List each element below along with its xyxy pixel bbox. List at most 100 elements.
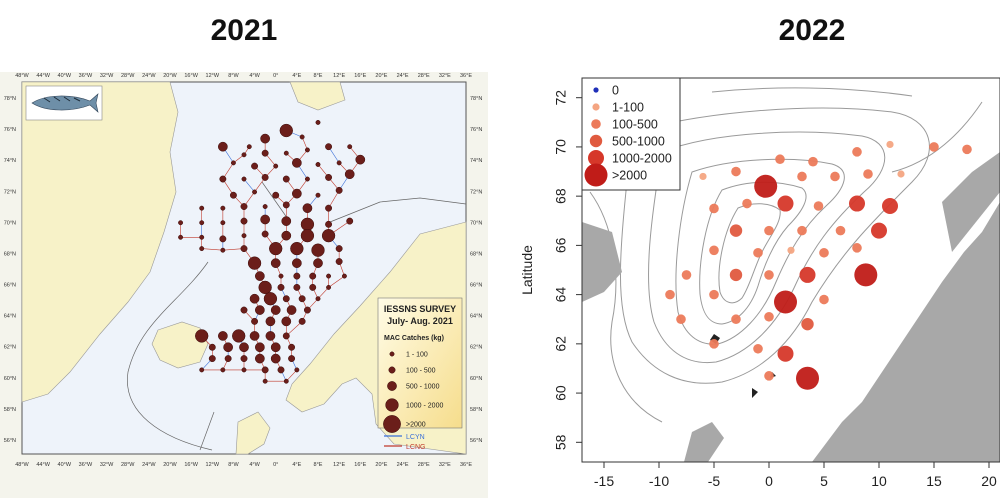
x-tick-label: 12°W: [206, 73, 220, 79]
catch-point: [742, 198, 752, 209]
map-2022-points: [665, 140, 972, 390]
catch-point: [819, 247, 829, 258]
legend-label: >2000: [612, 169, 647, 183]
uk-land: [235, 411, 271, 455]
eez-line-iceland: [127, 261, 213, 451]
transect-line: [243, 178, 255, 193]
y-tick-label: 58°N: [470, 407, 482, 413]
catch-point: [240, 203, 248, 210]
catch-point: [709, 339, 719, 349]
catch-point: [897, 170, 905, 178]
catch-point: [277, 283, 285, 291]
x-tick-label: 4°E: [292, 462, 301, 468]
x-tick-label: 8°E: [314, 462, 323, 468]
catch-point: [261, 149, 269, 157]
catch-point: [278, 273, 284, 279]
catch-point: [709, 289, 719, 300]
catch-point: [261, 230, 269, 238]
y-tick-label: 66°N: [470, 283, 482, 289]
y-tick-label: 76°N: [470, 127, 482, 133]
catch-point: [288, 343, 296, 351]
scotland-land: [684, 422, 724, 462]
y-tick-label: 72°N: [4, 189, 16, 195]
catch-point: [241, 152, 247, 158]
y-tick-label: 64°N: [4, 314, 16, 320]
catch-point: [355, 154, 366, 165]
catch-point: [729, 268, 743, 282]
catch-point: [777, 345, 794, 362]
x-tick-label: 36°W: [79, 462, 93, 468]
map-2022-axes: -15 -10 -5 0 5 10 15 20 58 60 62 64 66 68 70 72: [553, 90, 997, 489]
catch-point: [282, 295, 290, 303]
catch-point: [265, 316, 276, 327]
transect-line: [222, 248, 245, 251]
catch-point: [223, 342, 233, 353]
x-tick-label: 48°W: [15, 73, 29, 79]
x-tick-label: 20°W: [163, 462, 177, 468]
catch-point: [249, 293, 260, 304]
catch-point: [302, 203, 313, 214]
x-tick-label: 16°E: [354, 73, 366, 79]
catch-point: [665, 289, 675, 300]
catch-point: [849, 195, 865, 212]
catch-point: [731, 314, 741, 325]
catch-point: [199, 246, 205, 252]
x-tick-label: 28°W: [121, 462, 135, 468]
catch-point: [321, 229, 336, 243]
catch-point: [241, 233, 247, 239]
x-tick-label: 12°W: [206, 462, 220, 468]
catch-point: [273, 163, 279, 169]
map-2021-chart: 48°W 48°W 44°W 44°W 40°W 40°W 36°W 36°W 32°W 32°W…: [0, 72, 488, 498]
catch-point: [199, 220, 205, 226]
legend-marker: [591, 119, 601, 129]
catch-point: [220, 220, 226, 226]
y-tick-label: 76°N: [4, 127, 16, 133]
catch-point: [681, 270, 692, 280]
catch-point: [208, 355, 216, 363]
y-tick-label: 74°N: [4, 158, 16, 164]
legend-marker: [389, 351, 395, 357]
y-tick-label: 56°N: [470, 438, 482, 444]
x-tick-label: 8°W: [228, 462, 239, 468]
catch-point: [309, 283, 317, 291]
catch-point: [286, 305, 297, 315]
catch-point: [304, 147, 310, 153]
catch-point: [796, 366, 819, 390]
catch-point: [347, 144, 353, 150]
catch-point: [290, 241, 304, 256]
x-tick-label: 48°W: [15, 462, 29, 468]
catch-point: [261, 173, 269, 181]
y-tick-label: 58: [553, 434, 569, 450]
x-tick-label: 40°W: [58, 73, 72, 79]
y-tick-label: 70°N: [470, 220, 482, 226]
catch-point: [270, 305, 281, 315]
catch-point: [304, 176, 310, 182]
y-tick-label: 62°N: [470, 345, 482, 351]
legend-label: 0: [612, 84, 619, 98]
legend-marker: [593, 87, 599, 93]
catch-point: [852, 243, 862, 253]
catch-point: [255, 305, 265, 315]
catch-point: [775, 154, 785, 165]
y-tick-label: 72: [553, 90, 569, 106]
catch-point: [292, 258, 302, 268]
catch-point: [178, 234, 184, 240]
catch-point: [255, 342, 265, 353]
y-tick-label: 62: [553, 336, 569, 352]
catch-point: [251, 162, 259, 170]
catch-point: [754, 174, 778, 198]
map-2022-panel: 0 1-100 100-500 500-1000 1000-2000 >2000 -15-…: [512, 72, 1000, 498]
x-tick-label: 36°E: [460, 73, 472, 79]
x-tick-label: 24°E: [397, 73, 409, 79]
catch-point: [261, 366, 269, 374]
y-tick-label: 68°N: [4, 251, 16, 257]
y-tick-label: 70: [553, 139, 569, 155]
title-2022: 2022: [778, 14, 846, 47]
catch-point: [240, 245, 248, 253]
map-2021-legend: IESSNS SURVEY July- Aug. 2021 MAC Catche…: [377, 297, 463, 433]
map-2021-points: [178, 119, 366, 384]
catch-point: [263, 292, 278, 306]
y-tick-label: 64°N: [470, 314, 482, 320]
norway-land: [812, 202, 1000, 462]
mackerel-stripes: [43, 96, 81, 103]
